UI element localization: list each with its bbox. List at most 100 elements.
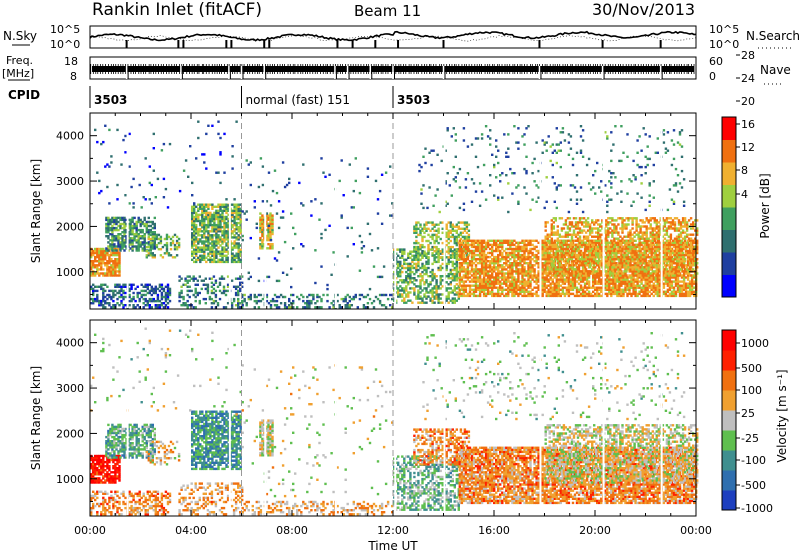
power-cell	[369, 298, 371, 300]
power-cell	[359, 298, 361, 300]
power-cell	[118, 258, 120, 260]
power-cell	[286, 306, 288, 308]
power-cell	[427, 295, 429, 297]
power-cell	[397, 287, 399, 289]
power-cell	[499, 289, 501, 291]
power-cell	[256, 300, 258, 302]
power-cell	[128, 294, 130, 296]
power-cell	[128, 304, 130, 306]
power-cell	[276, 304, 278, 306]
power-cell	[205, 210, 207, 212]
power-cell	[519, 248, 521, 250]
power-cell	[312, 298, 314, 300]
power-cell	[459, 244, 461, 246]
power-cell	[201, 288, 203, 290]
power-cell	[195, 230, 197, 232]
power-cell	[154, 227, 156, 229]
power-cell	[456, 279, 458, 281]
power-cell	[437, 267, 439, 269]
power-cell	[94, 248, 96, 250]
power-cell	[467, 293, 469, 295]
power-cell	[199, 302, 201, 304]
power-cell	[489, 248, 491, 250]
power-cell	[168, 236, 170, 238]
power-cell	[144, 223, 146, 225]
power-cell	[276, 296, 278, 298]
power-cell	[425, 224, 427, 226]
power-cell	[437, 242, 439, 244]
power-cell	[118, 264, 120, 266]
power-cell	[499, 264, 501, 266]
power-cell	[459, 293, 461, 295]
power-cell	[145, 294, 147, 296]
power-cell	[417, 252, 419, 254]
power-cell	[271, 233, 273, 235]
power-cell	[397, 255, 399, 257]
power-cell	[489, 260, 491, 262]
power-cell	[437, 261, 439, 263]
power-cell	[531, 289, 533, 291]
power-cell	[467, 268, 469, 270]
power-cell	[145, 304, 147, 306]
freq-ytick-bottom: 8	[70, 70, 77, 83]
power-cell	[144, 241, 146, 243]
power-cell	[233, 298, 235, 300]
power-cell	[509, 258, 511, 260]
power-cell	[459, 254, 461, 256]
power-cell	[205, 226, 207, 228]
power-cell	[489, 293, 491, 295]
power-cell	[215, 236, 217, 238]
power-cell	[114, 258, 116, 260]
power-cell	[170, 248, 172, 250]
power-cell	[241, 300, 243, 302]
power-cell	[155, 288, 157, 290]
power-cell	[235, 278, 237, 280]
power-cell	[560, 289, 562, 291]
power-cell	[166, 238, 168, 240]
power-cell	[207, 206, 209, 208]
power-cell	[215, 240, 217, 242]
power-cell	[133, 237, 135, 239]
power-cell	[459, 272, 461, 274]
power-cell	[440, 297, 442, 299]
power-cell	[160, 236, 162, 238]
power-cell	[94, 290, 96, 292]
power-cell	[351, 304, 353, 306]
power-cell	[118, 254, 120, 256]
power-cell	[452, 256, 454, 258]
cpid-segment-label: normal (fast) 151	[246, 93, 350, 107]
power-cell	[225, 261, 227, 263]
power-cell	[144, 217, 146, 219]
power-cell	[161, 292, 163, 294]
power-cell	[215, 255, 217, 257]
power-cell	[180, 290, 182, 292]
power-cell	[489, 283, 491, 285]
power-cell	[180, 278, 182, 280]
power-cell	[468, 234, 470, 236]
power-cell	[150, 242, 152, 244]
power-cell	[225, 222, 227, 224]
power-cell	[448, 291, 450, 293]
power-cell	[431, 279, 433, 281]
power-cell	[104, 300, 106, 302]
power-cell	[164, 244, 166, 246]
power-cell	[397, 275, 399, 277]
power-cell	[459, 264, 461, 266]
power-cell	[519, 246, 521, 248]
power-cell	[209, 296, 211, 298]
power-cell	[124, 296, 126, 298]
power-cell	[225, 226, 227, 228]
power-cell	[446, 224, 448, 226]
power-cell	[407, 291, 409, 293]
power-cell	[417, 228, 419, 230]
power-cell	[407, 273, 409, 275]
power-cell	[448, 259, 450, 261]
power-cell	[207, 292, 209, 294]
power-cell	[448, 248, 450, 250]
power-cell	[459, 283, 461, 285]
power-cell	[163, 288, 165, 290]
power-cell	[347, 294, 349, 296]
power-cell	[509, 248, 511, 250]
power-cell	[467, 264, 469, 266]
power-cell	[195, 296, 197, 298]
